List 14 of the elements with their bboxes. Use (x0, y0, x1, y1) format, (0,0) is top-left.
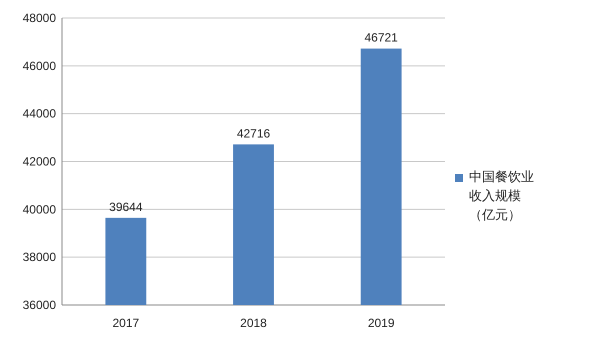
y-tick-label: 42000 (22, 154, 56, 168)
y-tick-label: 48000 (22, 11, 56, 25)
legend-label: 中国餐饮业收入规模（亿元） (469, 169, 535, 225)
y-tick-label: 38000 (22, 250, 56, 264)
y-tick-label: 44000 (22, 106, 56, 121)
data-label: 46721 (364, 30, 398, 45)
data-label: 39644 (109, 200, 143, 214)
y-tick-label: 36000 (22, 298, 56, 312)
y-tick-label: 46000 (22, 58, 56, 73)
x-tick-label: 2018 (240, 316, 268, 330)
data-label: 42716 (236, 126, 271, 140)
x-tick-label: 2019 (368, 316, 395, 330)
y-tick-label: 40000 (22, 202, 56, 216)
x-tick-label: 2017 (112, 316, 140, 330)
